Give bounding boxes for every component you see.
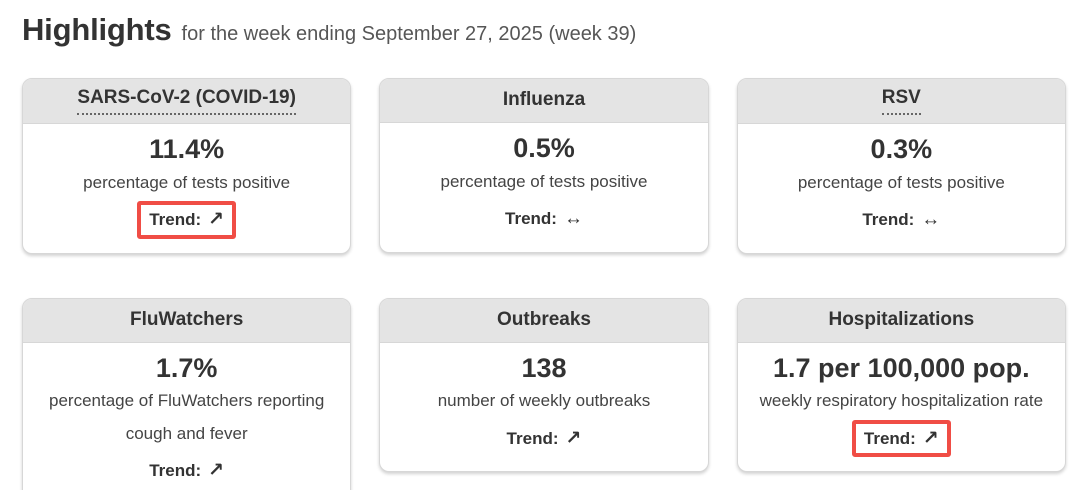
trend-label: Trend:	[862, 210, 915, 230]
trend-indicator: Trend: ↔	[850, 201, 952, 239]
card-description: percentage of FluWatchers reporting coug…	[49, 391, 325, 443]
card-body: 0.3% percentage of tests positive Trend:…	[738, 124, 1065, 253]
trend-up-icon: ↗	[565, 427, 582, 449]
trend-label: Trend:	[149, 210, 202, 230]
card-header: RSV	[737, 79, 1065, 124]
trend-row: Trend: ↔	[748, 201, 1055, 239]
card-description: percentage of tests positive	[440, 171, 648, 191]
page-title: Highlights	[22, 12, 172, 47]
card-value: 11.4%	[149, 133, 225, 164]
card-body: 1.7% percentage of FluWatchers reporting…	[23, 343, 350, 490]
card-value: 0.5%	[513, 133, 575, 163]
card-header: Hospitalizations	[737, 298, 1065, 343]
trend-row: Trend: ↔	[390, 200, 697, 238]
card-title: Outbreaks	[497, 308, 591, 330]
card-title: FluWatchers	[130, 308, 244, 330]
card-title: Hospitalizations	[828, 308, 975, 330]
trend-row: Trend: ↗	[33, 452, 340, 490]
page-subtitle: for the week ending September 27, 2025 (…	[181, 23, 637, 45]
card-fluwatchers: FluWatchers 1.7% percentage of FluWatche…	[22, 297, 352, 490]
card-sars-cov-2-covid-19: SARS-CoV-2 (COVID-19) 11.4% percentage o…	[22, 78, 352, 254]
trend-row: Trend: ↗	[33, 200, 340, 239]
trend-label: Trend:	[505, 209, 557, 229]
card-outbreaks: Outbreaks 138 number of weekly outbreaks…	[379, 297, 709, 473]
card-body: 11.4% percentage of tests positive Trend…	[23, 124, 350, 253]
trend-up-icon: ↗	[208, 459, 225, 481]
card-value: 1.7 per 100,000 pop.	[773, 352, 1030, 383]
page-header: Highlights for the week ending September…	[22, 12, 1066, 48]
card-description: weekly respiratory hospitalization rate	[759, 391, 1044, 411]
trend-indicator: Trend: ↔	[493, 200, 595, 238]
card-description: percentage of tests positive	[797, 172, 1005, 192]
card-body: 1.7 per 100,000 pop. weekly respiratory …	[738, 343, 1065, 472]
trend-steady-icon: ↔	[563, 208, 583, 230]
card-header: Outbreaks	[380, 298, 708, 343]
trend-up-icon: ↗	[922, 427, 939, 449]
card-header: FluWatchers	[23, 298, 351, 343]
card-hospitalizations: Hospitalizations 1.7 per 100,000 pop. we…	[736, 297, 1066, 473]
card-description: percentage of tests positive	[83, 172, 291, 192]
cards-grid: SARS-CoV-2 (COVID-19) 11.4% percentage o…	[22, 78, 1066, 490]
card-description: number of weekly outbreaks	[437, 391, 651, 411]
card-body: 138 number of weekly outbreaks Trend: ↗	[380, 343, 707, 472]
card-title-term-link[interactable]: SARS-CoV-2 (COVID-19)	[77, 87, 296, 115]
trend-indicator: Trend: ↗	[137, 452, 236, 490]
card-rsv: RSV 0.3% percentage of tests positive Tr…	[736, 78, 1066, 254]
card-body: 0.5% percentage of tests positive Trend:…	[380, 123, 707, 252]
card-value: 0.3%	[870, 133, 933, 164]
trend-indicator-highlighted: Trend: ↗	[851, 419, 951, 458]
trend-up-icon: ↗	[208, 208, 225, 230]
card-header: SARS-CoV-2 (COVID-19)	[23, 79, 351, 124]
trend-row: Trend: ↗	[390, 420, 697, 458]
card-influenza: Influenza 0.5% percentage of tests posit…	[379, 78, 709, 253]
card-title-term-link[interactable]: RSV	[881, 87, 921, 115]
card-value: 1.7%	[155, 352, 218, 383]
trend-row: Trend: ↗	[748, 419, 1055, 458]
trend-steady-icon: ↔	[921, 208, 941, 230]
trend-label: Trend:	[506, 428, 559, 448]
trend-indicator: Trend: ↗	[495, 420, 594, 458]
card-header: Influenza	[380, 79, 708, 123]
card-title: Influenza	[502, 89, 586, 111]
trend-label: Trend:	[863, 428, 916, 448]
trend-label: Trend:	[149, 461, 202, 481]
card-value: 138	[521, 352, 567, 383]
trend-indicator-highlighted: Trend: ↗	[137, 200, 237, 239]
